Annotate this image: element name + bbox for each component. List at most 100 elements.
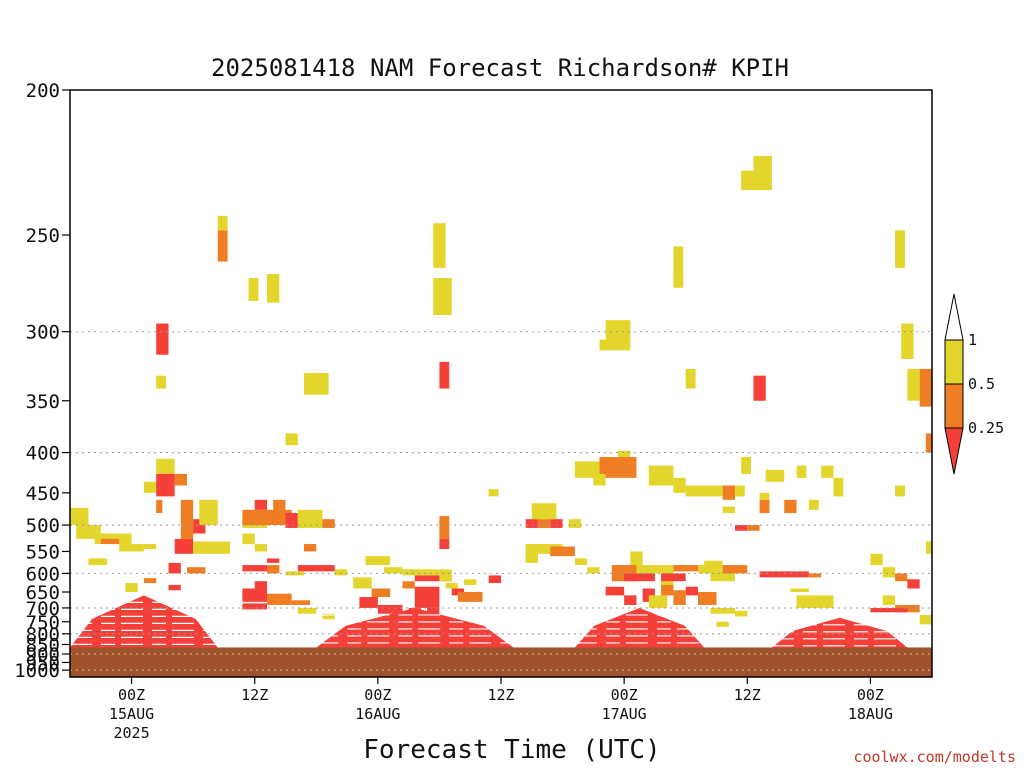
ri-cell: [445, 583, 458, 589]
ri-cell: [297, 509, 323, 528]
ri-cell: [574, 558, 588, 566]
ri-cell: [439, 569, 452, 582]
ri-cell: [753, 375, 766, 401]
pbl-region: [70, 595, 218, 648]
ri-cell: [254, 581, 268, 589]
y-tick-label: 350: [26, 391, 60, 413]
ri-cell: [359, 597, 378, 608]
legend-swatch: [944, 427, 964, 475]
ri-cell: [285, 433, 298, 446]
ri-cell: [254, 544, 268, 552]
ri-cell: [901, 323, 914, 360]
ri-cell: [734, 610, 748, 617]
ri-cell: [156, 458, 175, 474]
ri-cell: [574, 461, 600, 478]
ri-cell: [808, 573, 822, 578]
ri-cell: [217, 215, 228, 231]
ri-cell: [648, 465, 674, 486]
ri-cell: [156, 499, 163, 513]
ri-cell: [741, 170, 772, 191]
ri-cell: [759, 492, 770, 500]
ri-cell: [698, 565, 711, 574]
ri-cell: [796, 465, 807, 478]
ri-cell: [531, 503, 557, 520]
watermark: coolwx.com/modelts: [853, 748, 1016, 766]
pbl-region: [574, 607, 705, 648]
pbl-region: [316, 607, 514, 648]
ri-cell: [143, 481, 163, 493]
ri-cell: [156, 323, 169, 355]
ri-cell: [156, 473, 175, 497]
ri-cell: [741, 457, 751, 474]
ri-cell: [322, 613, 335, 620]
ri-cell: [648, 595, 668, 608]
ri-cell: [870, 607, 908, 613]
ri-cell: [537, 519, 551, 528]
y-tick-label: 650: [26, 582, 60, 604]
ri-cell: [242, 588, 268, 602]
ri-cell: [895, 230, 905, 268]
ri-cell: [174, 538, 194, 554]
y-tick-label: 600: [26, 563, 60, 585]
ri-cell: [624, 573, 655, 582]
ri-cell: [661, 584, 674, 596]
ri-cell: [925, 541, 932, 554]
x-tick-label: 12Z: [241, 686, 268, 704]
x-tick-label: 00Z: [857, 686, 884, 704]
x-tick-date: 17AUG: [602, 705, 647, 723]
ri-cell: [593, 473, 606, 486]
ri-cell: [433, 223, 446, 268]
ri-cell: [673, 590, 686, 605]
ri-cell: [267, 565, 280, 574]
ri-cell: [919, 615, 932, 625]
ri-cell: [143, 578, 157, 584]
legend-swatch: [944, 339, 964, 385]
ri-cell: [439, 361, 450, 389]
x-tick-label: 00Z: [118, 686, 145, 704]
ri-cell: [882, 595, 896, 605]
x-tick-label: 00Z: [611, 686, 638, 704]
ri-cell: [882, 567, 896, 578]
legend-swatch: [944, 383, 964, 429]
ri-cell: [377, 604, 403, 614]
ri-cell: [353, 577, 372, 589]
ri-cell: [242, 509, 292, 526]
y-tick-label: 750: [26, 612, 60, 634]
ri-cell: [685, 368, 696, 389]
ri-cell: [907, 579, 920, 589]
y-tick-label: 950: [26, 652, 60, 674]
ri-cell: [685, 485, 723, 497]
ri-cell: [414, 575, 452, 582]
ri-cell: [180, 499, 194, 539]
ri-cell: [267, 273, 280, 303]
ri-cell: [285, 571, 304, 576]
ri-cell: [753, 155, 772, 171]
ri-cell: [125, 583, 138, 593]
y-axis: 200 250 300 350 400 450 500 5506006507007508008…: [14, 80, 70, 682]
ri-cell: [895, 573, 908, 582]
ri-cell: [765, 469, 785, 482]
ri-cell: [710, 607, 735, 614]
ri-cell: [895, 485, 905, 497]
x-tick-label: 12Z: [487, 686, 514, 704]
ri-cell: [907, 368, 920, 401]
ri-cell: [414, 586, 440, 608]
ri-cell: [371, 588, 391, 598]
ri-cell: [587, 567, 600, 574]
x-tick-date: 18AUG: [848, 705, 893, 723]
y-tick-label: 850: [26, 635, 60, 657]
ri-cell: [722, 485, 735, 500]
ri-cell: [599, 339, 631, 351]
ri-cell: [550, 546, 575, 557]
color-legend: 1 0.5 0.25: [944, 293, 1004, 475]
ri-cell: [568, 519, 582, 528]
ri-cell: [119, 544, 144, 552]
ri-cell: [100, 538, 120, 545]
ri-cell: [605, 586, 625, 596]
ri-cell: [267, 558, 280, 563]
ri-cell: [833, 477, 844, 497]
ri-cell: [267, 593, 292, 605]
y-tick-label: 800: [26, 624, 60, 646]
ri-cell: [617, 450, 631, 458]
